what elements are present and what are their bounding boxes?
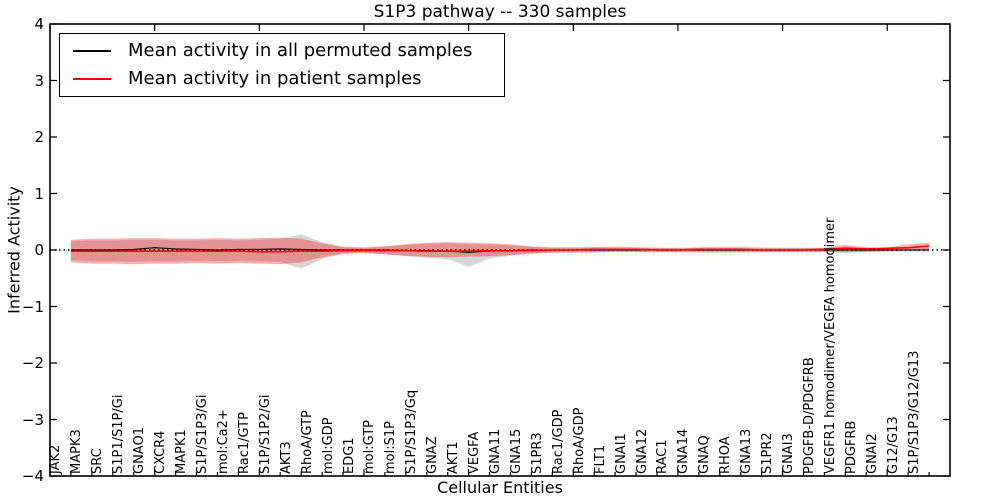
x-tick-label: PDGFRB — [843, 420, 859, 474]
legend-line-patient-swatch — [73, 78, 111, 80]
y-tick-label: −4 — [21, 467, 44, 485]
y-tick-label: 2 — [34, 128, 44, 146]
x-tick-label: SRC — [90, 448, 106, 474]
x-tick-label: VEGFA — [467, 431, 482, 474]
x-tick-label: S1P/S1P2/Gi — [257, 394, 273, 474]
x-tick-label: EDG1 — [341, 437, 357, 474]
x-tick-label: PDGFB-D/PDGFRB — [801, 357, 817, 474]
x-tick-label: MAPK3 — [69, 429, 85, 474]
x-tick-label: S1P/S1P3/Gq — [404, 389, 420, 474]
x-tick-label: mol:S1P — [383, 421, 399, 474]
x-tick-label: GNA11 — [488, 428, 503, 474]
x-tick-label: GNAI1 — [613, 433, 629, 474]
x-tick-label: S1P/S1P3/Gi — [194, 394, 210, 474]
x-tick-label: S1P/S1P3/G12/G13 — [906, 350, 922, 474]
y-tick-label: −2 — [21, 354, 44, 372]
chart-title: S1P3 pathway -- 330 samples — [373, 2, 627, 22]
y-tick-label: −3 — [21, 410, 44, 429]
y-tick-label: −1 — [21, 297, 44, 316]
legend-label-patient: Mean activity in patient samples — [128, 68, 422, 89]
y-tick-label: 1 — [34, 184, 44, 203]
x-tick-label: Rac1/GDP — [550, 409, 566, 474]
legend-line-permuted-swatch — [73, 50, 111, 52]
x-tick-label: RhoA/GDP — [571, 407, 587, 474]
x-tick-label: mol:Ca2+ — [215, 409, 231, 474]
x-tick-label: FLT1 — [592, 444, 608, 474]
x-tick-label: RAC1 — [655, 439, 671, 474]
x-tick-label: GNA13 — [739, 428, 755, 474]
x-tick-label: GNAO1 — [132, 427, 148, 474]
x-tick-label: GNAI2 — [864, 433, 880, 474]
x-tick-label: RhoA/GTP — [299, 410, 315, 474]
x-tick-label: JAK2 — [48, 444, 64, 474]
legend-label-permuted: Mean activity in all permuted samples — [128, 40, 473, 61]
x-tick-label: GNA15 — [508, 428, 524, 474]
x-tick-label: VEGFR1 homodimer/VEGFA homodimer — [822, 217, 838, 474]
x-tick-label: RHOA — [718, 436, 734, 474]
x-tick-label: GNA14 — [676, 428, 692, 474]
y-tick-label: 3 — [34, 71, 44, 90]
x-tick-label: S1P1/S1P/Gi — [111, 394, 127, 474]
x-tick-label: G12/G13 — [885, 416, 901, 474]
legend-item-patient: Mean activity in patient samples — [73, 68, 504, 90]
x-tick-label: S1PR3 — [529, 432, 545, 474]
x-tick-label: AKT3 — [278, 441, 294, 474]
x-tick-label: CXCR4 — [153, 430, 169, 474]
x-axis-label: Cellular Entities — [437, 478, 563, 497]
x-tick-label: GNAQ — [697, 435, 713, 474]
x-tick-label: mol:GTP — [362, 420, 378, 474]
y-tick-label: 4 — [34, 15, 44, 33]
legend-item-permuted: Mean activity in all permuted samples — [73, 40, 504, 62]
x-tick-label: GNAZ — [425, 436, 441, 474]
x-tick-label: GNA12 — [634, 428, 650, 474]
x-tick-label: mol:GDP — [320, 417, 336, 474]
legend: Mean activity in all permuted samples Me… — [59, 33, 505, 97]
x-tick-label: GNAI3 — [781, 433, 796, 474]
y-tick-label: 0 — [34, 241, 44, 259]
x-tick-label: Rac1/GTP — [236, 412, 252, 474]
x-tick-label: AKT1 — [446, 441, 462, 474]
x-tick-label: MAPK1 — [174, 429, 189, 474]
x-tick-label: S1PR2 — [760, 432, 776, 474]
